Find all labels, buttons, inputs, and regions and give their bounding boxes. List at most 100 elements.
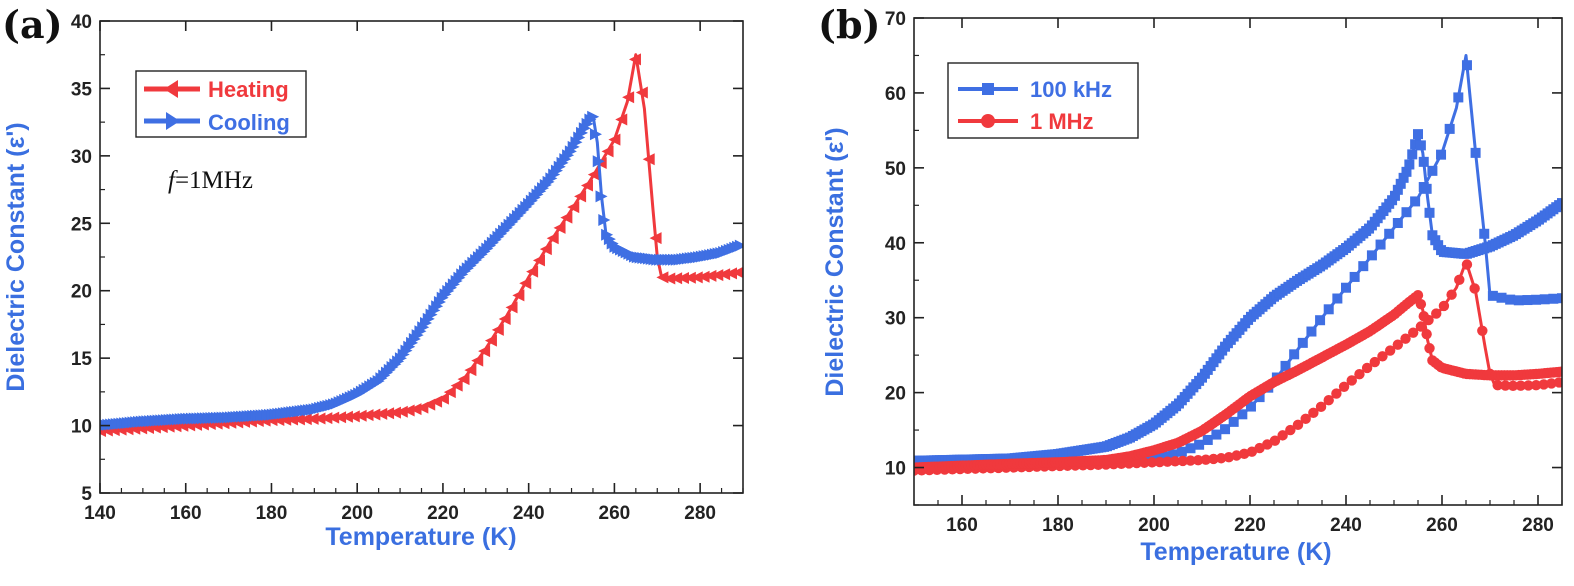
data-point [471,354,484,367]
panel-b: (b) 160 180 200 220 240 260 28010203040506070 … [818,2,1563,566]
data-point [1254,392,1265,403]
panel-a-ticks [99,20,744,494]
data-point [1154,456,1165,468]
data-point [1470,147,1481,158]
y-tick-label: 40 [71,12,92,33]
data-point [1245,401,1256,412]
data-point [731,266,743,279]
data-point [532,254,545,267]
data-point [1308,407,1319,419]
legend-heating-label: Heating [208,77,289,102]
data-point [1538,379,1549,390]
data-point [1418,156,1429,167]
data-point [589,128,602,141]
data-point [718,268,731,281]
data-point [306,412,319,425]
data-point [1401,207,1412,218]
data-point [1401,166,1412,177]
x-tick-label: 240 [1330,515,1362,536]
data-point [1366,250,1377,261]
data-point [1369,356,1381,368]
data-point [375,407,388,420]
data-point [622,91,635,104]
data-point [1522,295,1533,306]
data-point [587,110,600,123]
panel-a-x-axis-title: Temperature (K) [325,523,516,551]
annotation-f: f [168,167,178,194]
data-point [1418,310,1429,322]
data-point [1454,274,1465,286]
data-point [1548,293,1559,304]
series-line [100,113,743,428]
data-point [642,153,655,166]
data-point [1361,362,1373,374]
panel-b-y-axis-title: Dielectric Constant (ε') [821,127,849,396]
panel-a-legend-box [135,70,307,138]
data-point [1354,369,1365,380]
data-point [711,269,724,282]
y-tick-label: 40 [885,234,906,255]
legend-1mhz-label: 1 MHz [1030,109,1094,134]
data-point [382,407,395,420]
panel-b-tick-labels: 160 180 200 220 240 260 280 10 20 30 40 50 60 70 [885,9,1554,536]
data-point [1531,294,1542,305]
data-point [1421,328,1432,340]
data-point [704,269,717,282]
data-point [683,271,696,284]
panel-a-label: (a) [2,2,63,47]
data-point [1269,435,1281,446]
data-point [608,133,621,146]
data-point [512,289,525,302]
data-point [327,411,340,424]
data-point [1346,375,1357,386]
data-point [368,408,381,421]
data-point [1185,443,1196,454]
data-point [354,409,367,422]
data-point [1211,429,1222,440]
data-point [1349,271,1360,282]
data-point [457,373,470,386]
data-point [1557,293,1562,304]
data-point [1194,439,1205,450]
panel-b-legend-box [947,62,1139,139]
series-100-khz-cooling [914,129,1562,466]
data-point [734,239,743,252]
data-point [1315,315,1326,326]
data-point [1306,326,1317,337]
data-point [299,413,312,426]
data-point [334,411,347,424]
data-point [1453,92,1464,103]
x-tick-label: 280 [684,503,716,524]
y-tick-label: 25 [71,214,93,235]
data-point [1392,217,1403,228]
data-point [1262,439,1273,450]
data-point [395,405,408,418]
panel-a-plot-area [100,53,743,437]
data-point [724,267,737,280]
data-point [595,190,608,203]
data-point [436,392,449,405]
legend-100khz-marker [982,83,994,95]
data-point [553,221,566,234]
data-point [546,232,559,245]
data-point [402,404,415,417]
x-tick-label: 140 [84,503,116,524]
data-point [1507,380,1519,392]
x-tick-label: 160 [946,515,978,536]
data-point [1407,149,1418,160]
data-point [1415,140,1426,151]
data-point [1150,453,1161,464]
data-point [1289,349,1300,360]
y-tick-label: 50 [885,159,906,180]
data-point [1384,228,1395,239]
x-tick-label: 220 [1234,515,1266,536]
data-point [1169,456,1181,467]
data-point [1323,304,1334,315]
data-point [1220,424,1231,435]
data-point [1392,339,1404,350]
data-point [580,179,593,192]
x-tick-label: 260 [1426,515,1458,536]
data-point [1557,198,1562,209]
data-point [1421,183,1432,194]
data-point [505,301,518,314]
